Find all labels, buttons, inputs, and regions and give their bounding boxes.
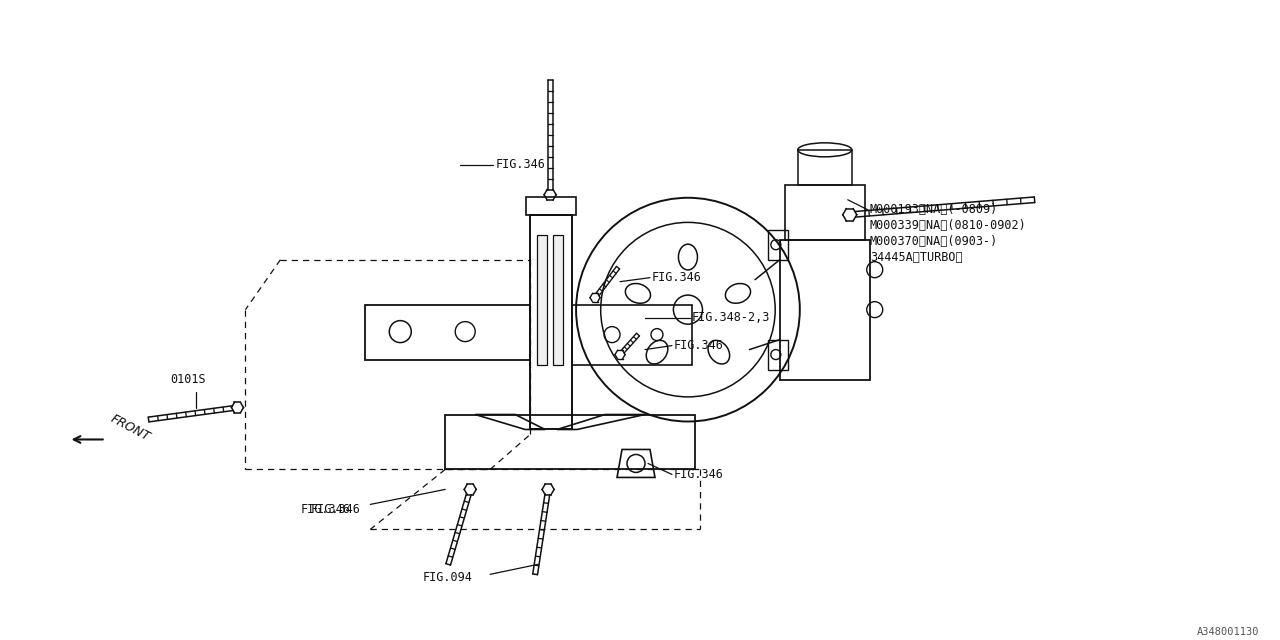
Text: M000370〈NA〉(0903-): M000370〈NA〉(0903-) — [869, 236, 998, 248]
Text: M000193〈NA〉(-0809): M000193〈NA〉(-0809) — [869, 204, 998, 216]
Text: FIG.346: FIG.346 — [675, 468, 723, 481]
Text: FIG.346: FIG.346 — [301, 503, 351, 516]
Polygon shape — [538, 235, 547, 365]
Text: FIG.346: FIG.346 — [495, 158, 545, 172]
Text: FIG.346: FIG.346 — [675, 339, 723, 352]
Text: FRONT: FRONT — [109, 412, 152, 444]
Polygon shape — [553, 235, 563, 365]
Text: 0101S: 0101S — [170, 373, 206, 386]
Text: A348001130: A348001130 — [1197, 627, 1260, 637]
Text: FIG.094: FIG.094 — [422, 571, 472, 584]
Text: 34445A〈TURBO〉: 34445A〈TURBO〉 — [869, 251, 963, 264]
Text: FIG.346: FIG.346 — [310, 503, 360, 516]
Text: M000339〈NA〉(0810-0902): M000339〈NA〉(0810-0902) — [869, 220, 1027, 232]
Text: FIG.348-2,3: FIG.348-2,3 — [692, 311, 771, 324]
Text: FIG.346: FIG.346 — [652, 271, 701, 284]
